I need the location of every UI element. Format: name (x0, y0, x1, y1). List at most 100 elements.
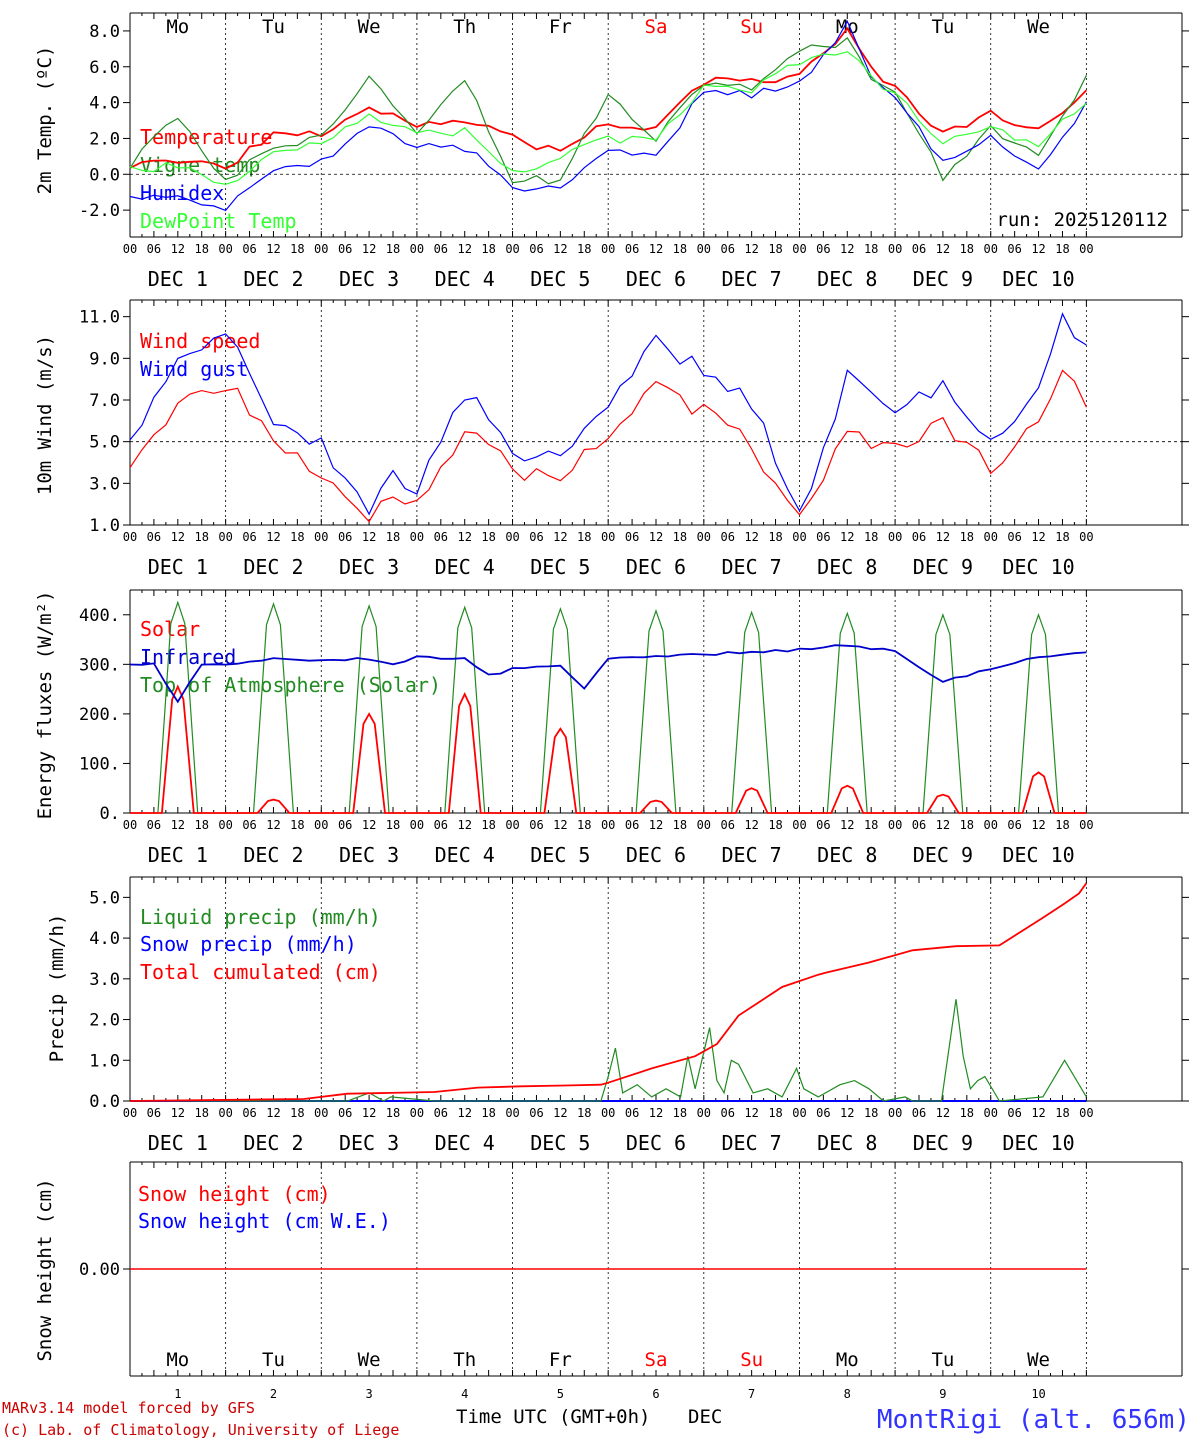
y-tick-label: 1.0 (89, 1051, 120, 1071)
date-label: DEC 10 (1002, 843, 1074, 867)
hour-tick-label: 06 (434, 242, 448, 256)
hour-tick-label: 18 (1055, 1106, 1069, 1120)
legend-snow-precip: Snow precip (mm/h) (140, 932, 357, 956)
hour-tick-label: 18 (290, 242, 304, 256)
hour-tick-label: 00 (314, 530, 328, 544)
hour-tick-label: 12 (553, 1106, 567, 1120)
hour-tick-label: 06 (912, 242, 926, 256)
hour-tick-label: 06 (625, 818, 639, 832)
date-label: DEC 9 (913, 267, 973, 291)
model-credit: MARv3.14 model forced by GFS (2, 1399, 255, 1417)
liquid-precip-line (130, 999, 1087, 1102)
hour-tick-label: 06 (242, 1106, 256, 1120)
date-label: DEC 1 (148, 267, 208, 291)
weekday-label-bottom: Mo (836, 1349, 859, 1371)
weekday-label-bottom: Mo (166, 1349, 189, 1371)
hour-tick-label: 00 (123, 1106, 137, 1120)
date-label: DEC 6 (626, 843, 686, 867)
hour-tick-label: 06 (816, 1106, 830, 1120)
hour-tick-label: 06 (242, 530, 256, 544)
temperature-panel: 2m Temp. (ºC) Temperature Vigne temp Hum… (34, 46, 1168, 233)
hour-tick-label: 00 (697, 818, 711, 832)
hour-tick-label: 06 (721, 818, 735, 832)
legend-wind-speed: Wind speed (140, 329, 260, 353)
hour-tick-label: 00 (123, 242, 137, 256)
date-label: DEC 8 (817, 843, 877, 867)
hour-tick-label: 18 (195, 530, 209, 544)
date-label: DEC 2 (243, 267, 303, 291)
hour-tick-label: 18 (290, 530, 304, 544)
precip-panel: Precip (mm/h) Liquid precip (mm/h) Snow … (46, 905, 381, 1062)
hour-tick-label: 18 (864, 530, 878, 544)
weekday-label-bottom: Sa (645, 1349, 668, 1371)
hour-tick-label: 06 (147, 530, 161, 544)
hour-tick-label: 12 (744, 242, 758, 256)
legend-wind-gust: Wind gust (140, 357, 248, 381)
hour-tick-label: 12 (553, 818, 567, 832)
weekday-label: Th (453, 16, 476, 38)
hour-tick-label: 00 (410, 1106, 424, 1120)
hour-tick-label: 18 (577, 242, 591, 256)
hour-tick-label: 18 (768, 1106, 782, 1120)
hour-tick-label: 06 (912, 530, 926, 544)
date-label: DEC 6 (626, 267, 686, 291)
y-tick-label: 300. (79, 655, 120, 675)
legend-total-cumulated: Total cumulated (cm) (140, 960, 381, 984)
hour-tick-label: 06 (1007, 1106, 1021, 1120)
hour-tick-label: 06 (242, 818, 256, 832)
hour-tick-label: 06 (816, 242, 830, 256)
temperature-y-axis-label: 2m Temp. (ºC) (34, 46, 56, 195)
date-label: DEC 4 (435, 843, 495, 867)
y-tick-label: 0.0 (89, 165, 120, 185)
hour-tick-label: 18 (673, 242, 687, 256)
date-label: DEC 8 (817, 267, 877, 291)
hour-tick-label: 18 (768, 818, 782, 832)
hour-tick-label: 00 (410, 242, 424, 256)
hour-tick-label: 00 (218, 1106, 232, 1120)
hour-tick-label: 12 (458, 242, 472, 256)
hour-tick-label: 00 (410, 530, 424, 544)
hour-tick-label: 12 (171, 818, 185, 832)
hour-tick-label: 00 (601, 242, 615, 256)
hour-tick-label: 18 (960, 242, 974, 256)
hour-tick-label: 12 (266, 818, 280, 832)
hour-tick-label: 18 (386, 242, 400, 256)
hour-tick-label: 18 (864, 1106, 878, 1120)
hour-tick-label: 06 (1007, 530, 1021, 544)
temp-series-line (129, 19, 1087, 212)
hour-tick-label: 00 (123, 530, 137, 544)
weekday-label: Tu (262, 16, 285, 38)
hour-tick-label: 06 (338, 818, 352, 832)
footer: MARv3.14 model forced by GFS (c) Lab. of… (2, 1399, 1190, 1439)
y-tick-label: 8.0 (89, 22, 120, 42)
hour-tick-label: 12 (1031, 818, 1045, 832)
hour-tick-label: 12 (936, 818, 950, 832)
day-number-label: 1 (174, 1387, 181, 1401)
hour-tick-label: 06 (912, 818, 926, 832)
hour-tick-label: 00 (314, 1106, 328, 1120)
hour-tick-label: 06 (529, 818, 543, 832)
panel-2-frame: 00 06 12 18 00 06 12 18 00 06 12 18 00 06 12 18 00 06 12 18… (123, 589, 1183, 867)
date-label: DEC 9 (913, 1131, 973, 1155)
hour-tick-label: 06 (242, 242, 256, 256)
hour-tick-label: 06 (912, 1106, 926, 1120)
y-tick-label: 5.0 (89, 433, 120, 453)
hour-tick-label: 00 (218, 530, 232, 544)
hour-tick-label: 12 (936, 242, 950, 256)
date-label: DEC 4 (435, 555, 495, 579)
y-tick-label: 0. (100, 804, 120, 824)
hour-tick-label: 06 (625, 1106, 639, 1120)
hour-tick-label: 00 (314, 818, 328, 832)
y-tick-label: 4.0 (89, 94, 120, 114)
legend-dewpoint-temp: DewPoint Temp (140, 209, 297, 233)
run-label: run: 2025120112 (996, 209, 1168, 231)
y-tick-label: 3.0 (89, 970, 120, 990)
y-tick-label: 6.0 (89, 58, 120, 78)
y-tick-label: -2.0 (79, 201, 120, 221)
hour-tick-label: 12 (1031, 1106, 1045, 1120)
y-tick-label: 100. (79, 754, 120, 774)
date-label: DEC 5 (530, 1131, 590, 1155)
hour-tick-label: 00 (505, 530, 519, 544)
hour-tick-label: 18 (960, 818, 974, 832)
hour-tick-label: 12 (649, 818, 663, 832)
